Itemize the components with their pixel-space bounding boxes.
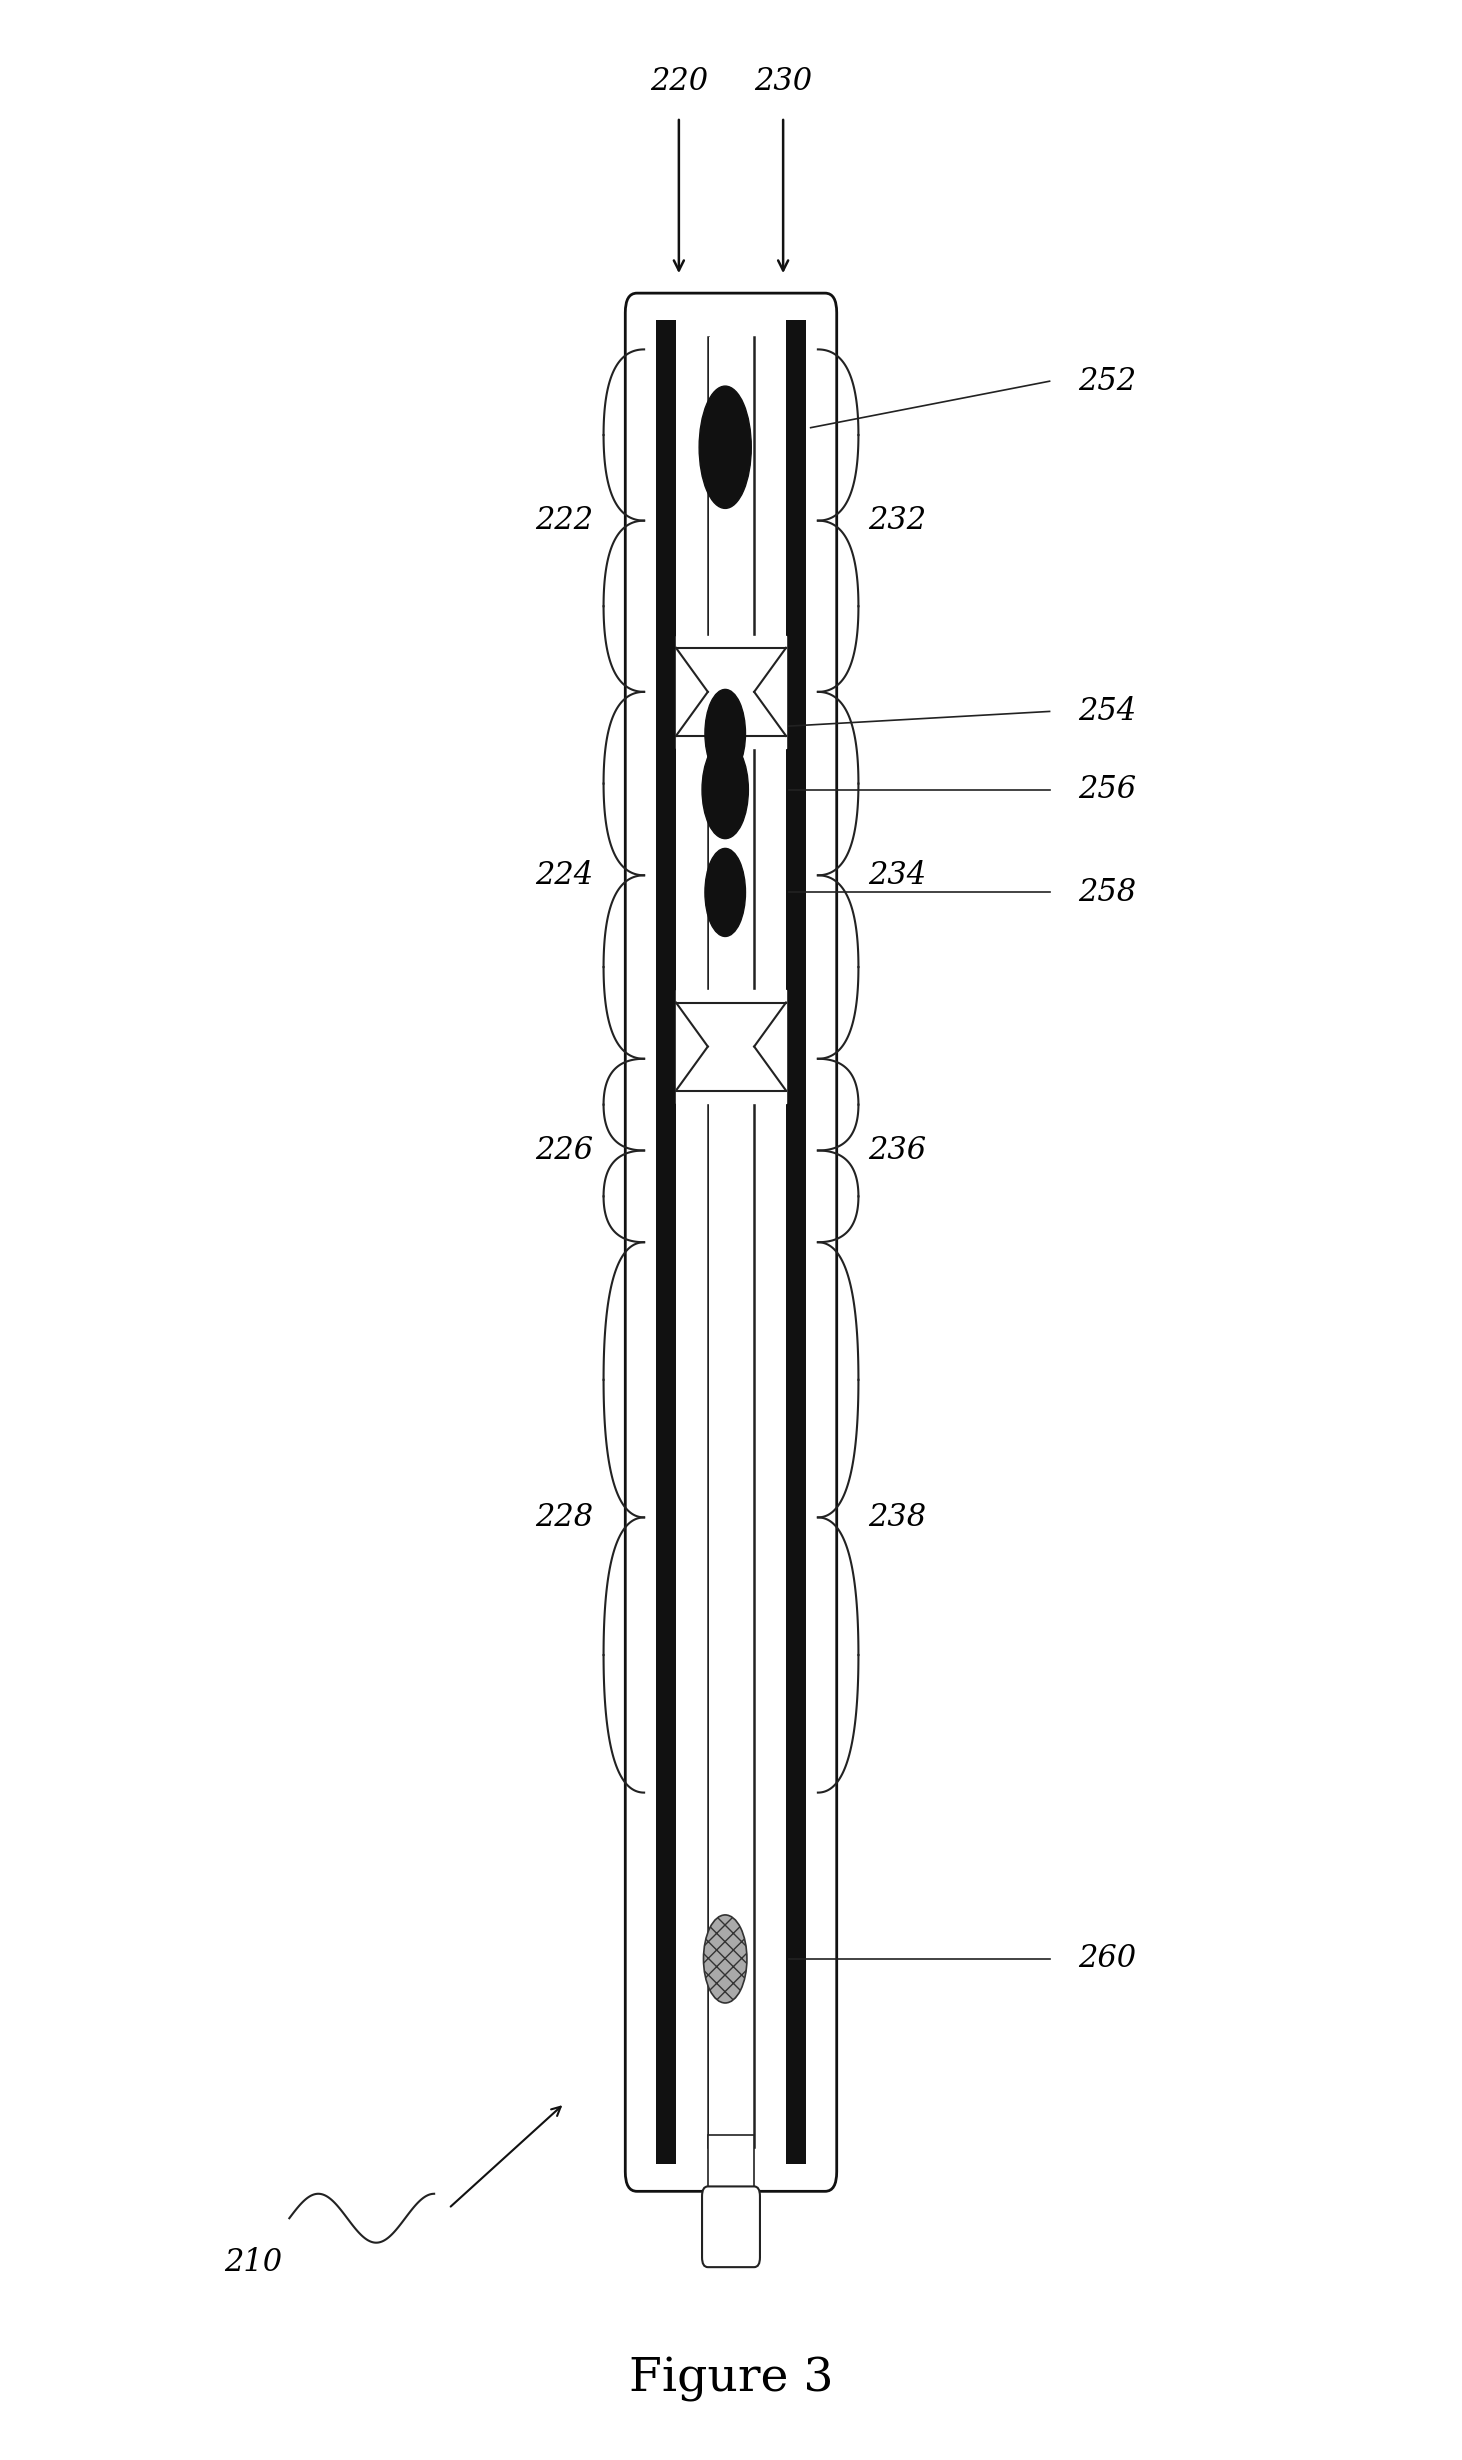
Ellipse shape [699, 386, 751, 509]
Text: 226: 226 [535, 1134, 594, 1166]
Polygon shape [675, 647, 787, 691]
FancyBboxPatch shape [702, 2187, 760, 2268]
Text: 232: 232 [868, 504, 927, 536]
Bar [709, 337, 753, 2148]
Text: 228: 228 [535, 1503, 594, 1533]
Text: 236: 236 [868, 1134, 927, 1166]
Polygon shape [675, 1046, 787, 1090]
Text: Figure 3: Figure 3 [629, 2357, 833, 2403]
Text: 258: 258 [1079, 876, 1136, 908]
Text: 252: 252 [1079, 367, 1136, 396]
Text: 230: 230 [754, 66, 813, 98]
Ellipse shape [705, 689, 746, 777]
Text: 234: 234 [868, 861, 927, 891]
Bar [787, 320, 807, 2165]
Ellipse shape [705, 849, 746, 937]
Text: 260: 260 [1079, 1943, 1136, 1975]
Ellipse shape [703, 1914, 747, 2002]
Text: 256: 256 [1079, 775, 1136, 804]
Bar [708, 2135, 754, 2234]
Text: 222: 222 [535, 504, 594, 536]
Ellipse shape [702, 740, 749, 839]
Text: 220: 220 [649, 66, 708, 98]
Text: 254: 254 [1079, 696, 1136, 726]
Text: 224: 224 [535, 861, 594, 891]
Bar [675, 312, 787, 2172]
Polygon shape [675, 1004, 787, 1046]
Bar [655, 320, 675, 2165]
FancyBboxPatch shape [626, 293, 836, 2192]
Text: 238: 238 [868, 1503, 927, 1533]
Polygon shape [675, 691, 787, 736]
Text: 210: 210 [224, 2246, 282, 2278]
